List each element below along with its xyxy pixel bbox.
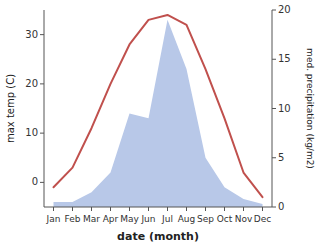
- y2-tick: [272, 157, 276, 158]
- x-tick: [224, 207, 225, 211]
- y2-tick-label: 15: [278, 53, 291, 64]
- x-tick-label: May: [120, 214, 139, 224]
- x-tick-label: Jun: [140, 214, 155, 224]
- x-tick-label: Apr: [103, 214, 119, 224]
- x-tick: [129, 207, 130, 211]
- y2-tick: [272, 59, 276, 60]
- y-axis-label: max temp (C): [5, 74, 16, 143]
- y2-tick-label: 0: [278, 201, 284, 212]
- x-tick: [205, 207, 206, 211]
- x-tick-label: Aug: [178, 214, 196, 224]
- x-tick-label: Nov: [235, 214, 253, 224]
- y-axis-line: [44, 10, 45, 207]
- y2-tick: [272, 108, 276, 109]
- x-tick-label: Oct: [217, 214, 233, 224]
- y-tick: [40, 34, 44, 35]
- x-tick-label: Mar: [83, 214, 100, 224]
- x-tick: [53, 207, 54, 211]
- x-tick: [167, 207, 168, 211]
- x-tick-label: Jul: [161, 214, 173, 224]
- x-tick-label: Feb: [65, 214, 81, 224]
- temperature-line: [54, 15, 263, 197]
- x-tick-label: Sep: [197, 214, 214, 224]
- x-tick: [110, 207, 111, 211]
- x-tick: [72, 207, 73, 211]
- y-tick-label: 30: [25, 29, 38, 40]
- y2-tick: [272, 10, 276, 11]
- x-tick-label: Dec: [254, 214, 271, 224]
- y2-tick-label: 10: [278, 103, 291, 114]
- y-tick-label: 20: [25, 78, 38, 89]
- precipitation-area: [54, 20, 263, 207]
- y-tick: [40, 133, 44, 134]
- x-tick-label: Jan: [46, 214, 61, 224]
- x-tick: [91, 207, 92, 211]
- x-tick: [262, 207, 263, 211]
- x-axis-line: [44, 207, 272, 208]
- x-tick: [243, 207, 244, 211]
- y2-tick-label: 5: [278, 152, 284, 163]
- y-tick: [40, 83, 44, 84]
- x-tick: [186, 207, 187, 211]
- y-tick: [40, 182, 44, 183]
- y2-tick-label: 20: [278, 4, 291, 15]
- x-tick: [148, 207, 149, 211]
- plot-area: [54, 15, 263, 207]
- y-tick-label: 10: [25, 127, 38, 138]
- chart: 0 10 20 30 0 5 10 15 20 Jan FebMarAprMayJun Jul AugS…: [0, 0, 318, 247]
- y2-tick: [272, 207, 276, 208]
- y2-axis-label: med. precipitation (kg/m2): [305, 48, 315, 169]
- x-axis-label: date (month): [117, 230, 199, 243]
- y-tick-label: 0: [32, 176, 38, 187]
